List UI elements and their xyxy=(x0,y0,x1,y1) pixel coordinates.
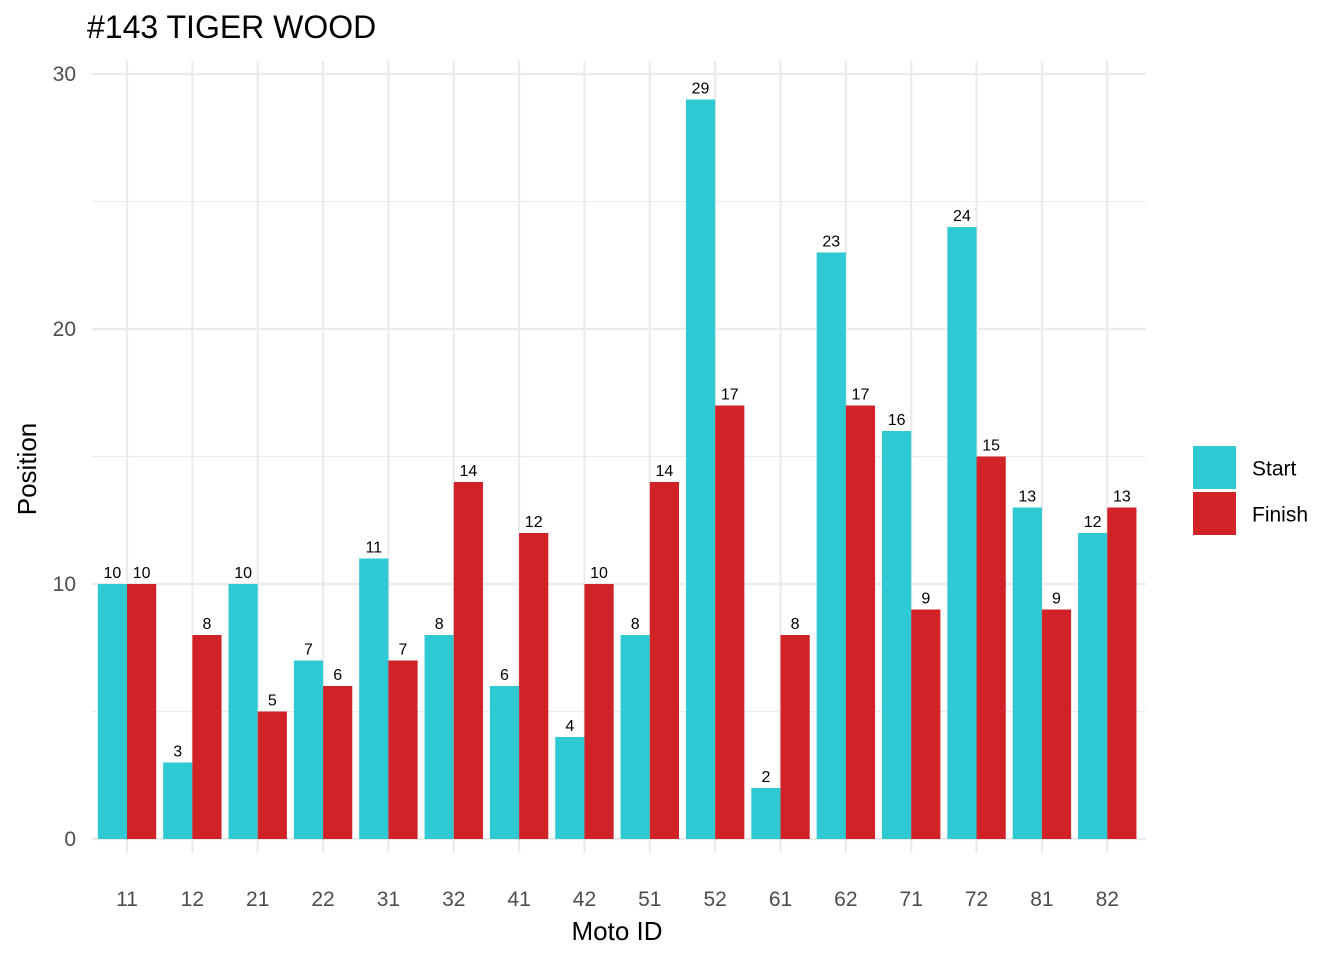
bar-value-label: 9 xyxy=(921,591,930,608)
x-tick-label: 12 xyxy=(181,888,204,911)
bar-value-label: 10 xyxy=(104,565,122,582)
x-tick-label: 52 xyxy=(703,888,726,911)
x-axis-ticks: 11 12 21 22 31 32 41 42 51 52 61 62 71 72 81 82 xyxy=(116,888,1119,911)
bar-value-label: 15 xyxy=(982,438,1000,455)
bar-value-label: 7 xyxy=(399,642,408,659)
bar-start xyxy=(816,252,846,839)
x-tick-label: 62 xyxy=(834,888,857,911)
legend-label-start: Start xyxy=(1252,458,1297,481)
bar-finish xyxy=(257,711,287,839)
bar-value-label: 11 xyxy=(365,540,382,557)
bar-finish xyxy=(976,456,1006,839)
x-tick-label: 82 xyxy=(1096,888,1119,911)
bar-finish xyxy=(649,482,679,839)
bar-start xyxy=(228,584,258,839)
bar-value-label: 12 xyxy=(525,514,543,531)
bar-value-label: 3 xyxy=(173,744,182,761)
bar-finish xyxy=(1041,609,1072,839)
x-tick-label: 31 xyxy=(377,888,400,911)
x-tick-label: 61 xyxy=(769,888,792,911)
legend: Start Finish xyxy=(1193,446,1308,535)
bar-value-label: 5 xyxy=(268,693,277,710)
bar-value-label: 12 xyxy=(1084,514,1102,531)
x-tick-label: 72 xyxy=(965,888,988,911)
bar-value-label: 29 xyxy=(692,81,710,98)
bar-finish xyxy=(845,405,876,839)
bar-value-label: 10 xyxy=(234,565,252,582)
bar-value-label: 17 xyxy=(721,387,739,404)
bar-value-label: 14 xyxy=(656,463,674,480)
bar-value-label: 24 xyxy=(953,208,971,225)
bar-value-label: 2 xyxy=(761,769,770,786)
bar-value-label: 16 xyxy=(888,412,906,429)
bar-start xyxy=(1078,533,1108,839)
y-axis-title: Position xyxy=(12,423,42,516)
bar-start xyxy=(685,99,716,839)
bars xyxy=(97,99,1137,839)
x-tick-label: 42 xyxy=(573,888,596,911)
y-tick-label: 10 xyxy=(53,573,76,596)
bar-value-label: 8 xyxy=(435,616,444,633)
bar-start xyxy=(882,431,912,839)
bar-start xyxy=(359,558,389,839)
x-tick-label: 32 xyxy=(442,888,465,911)
bar-value-label: 13 xyxy=(1113,489,1131,506)
bar-value-label: 10 xyxy=(590,565,608,582)
x-tick-label: 41 xyxy=(507,888,530,911)
bar-finish xyxy=(715,405,745,839)
bar-value-label: 13 xyxy=(1018,489,1036,506)
x-tick-label: 22 xyxy=(311,888,334,911)
bar-value-label: 9 xyxy=(1052,591,1061,608)
legend-label-finish: Finish xyxy=(1252,504,1308,527)
bar-value-label: 7 xyxy=(304,642,313,659)
bar-value-label: 8 xyxy=(631,616,640,633)
bar-finish xyxy=(584,584,614,839)
x-axis-title: Moto ID xyxy=(571,916,662,946)
bar-finish xyxy=(388,660,418,839)
bar-finish xyxy=(911,609,941,839)
bar-start xyxy=(555,737,585,839)
bar-finish xyxy=(780,635,810,839)
bar-value-label: 8 xyxy=(791,616,800,633)
bar-finish xyxy=(1107,507,1137,839)
bar-value-label: 6 xyxy=(333,667,342,684)
bar-start xyxy=(424,635,454,839)
bar-value-label: 8 xyxy=(202,616,211,633)
bar-start xyxy=(163,762,193,839)
bar-value-label: 6 xyxy=(500,667,509,684)
bar-value-label: 17 xyxy=(852,387,870,404)
bar-value-labels: 10 10 3 8 10 5 7 6 11 7 8 14 6 12 4 10 8 14 29 17 2 8 23 17 16 9 2… xyxy=(104,81,1131,787)
x-tick-label: 51 xyxy=(638,888,661,911)
bar-start xyxy=(620,635,650,839)
y-tick-label: 0 xyxy=(64,828,76,851)
bar-start xyxy=(489,686,520,839)
legend-swatch-start xyxy=(1193,446,1236,489)
bar-finish xyxy=(519,533,549,839)
bar-start xyxy=(97,584,127,839)
x-tick-label: 81 xyxy=(1030,888,1053,911)
bar-finish xyxy=(453,482,483,839)
legend-swatch-finish xyxy=(1193,492,1236,535)
bar-finish xyxy=(127,584,157,839)
x-tick-label: 11 xyxy=(116,888,138,911)
bar-value-label: 10 xyxy=(133,565,151,582)
y-tick-label: 30 xyxy=(53,63,76,86)
bar-start xyxy=(947,227,977,839)
bar-value-label: 23 xyxy=(822,234,840,251)
bar-start xyxy=(751,788,781,839)
bar-value-label: 14 xyxy=(459,463,477,480)
bar-finish xyxy=(323,686,353,839)
bar-finish xyxy=(192,635,222,839)
x-tick-label: 21 xyxy=(246,888,269,911)
y-axis-ticks: 0 10 20 30 xyxy=(53,63,76,851)
bar-value-label: 4 xyxy=(565,718,574,735)
chart-title: #143 TIGER WOOD xyxy=(87,9,376,45)
bar-start xyxy=(1012,507,1042,839)
x-tick-label: 71 xyxy=(900,888,923,911)
bar-start xyxy=(293,660,324,839)
y-tick-label: 20 xyxy=(53,318,76,341)
